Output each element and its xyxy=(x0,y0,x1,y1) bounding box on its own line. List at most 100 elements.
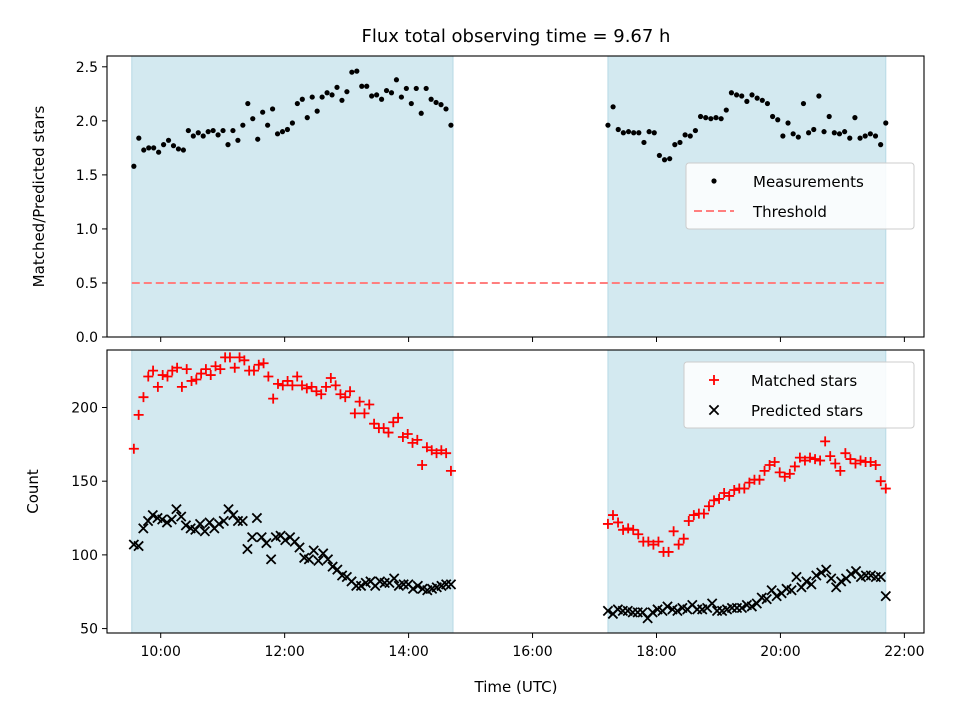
measurement-point xyxy=(334,84,340,90)
matched-star-point xyxy=(633,529,644,540)
measurement-point xyxy=(136,135,142,141)
matched-star-point xyxy=(133,409,144,420)
legend: Measurements Threshold xyxy=(685,162,915,230)
measurement-point xyxy=(245,100,251,107)
matched-star-point xyxy=(239,355,250,366)
matched-star-point xyxy=(292,371,303,382)
predicted-star-point xyxy=(746,601,758,612)
measurement-point xyxy=(443,106,449,112)
measurement-point xyxy=(733,92,740,98)
predicted-star-point xyxy=(672,605,683,617)
matched-star-point xyxy=(388,417,399,428)
measurement-point xyxy=(687,133,693,139)
matched-star-point xyxy=(330,380,341,391)
matched-star-point xyxy=(172,362,183,373)
measurement-point xyxy=(339,97,345,103)
y-tick-label: 2.0 xyxy=(76,114,98,130)
measurement-point xyxy=(631,130,637,136)
y-tick-label: 100 xyxy=(71,548,98,564)
matched-star-point xyxy=(138,392,149,403)
matched-star-point xyxy=(229,362,240,373)
matched-star-point xyxy=(272,378,283,389)
measurement-point xyxy=(388,90,395,96)
matched-star-point xyxy=(445,465,456,476)
matched-star-point xyxy=(205,370,216,381)
legend-box xyxy=(683,361,915,429)
predicted-star-point xyxy=(821,564,832,575)
measurement-point xyxy=(677,139,683,146)
measurement-point xyxy=(759,97,765,103)
measurement-point xyxy=(349,69,355,75)
matched-star-point xyxy=(709,495,720,506)
matched-star-point xyxy=(369,418,380,429)
measurement-point xyxy=(800,100,807,107)
measurement-point xyxy=(141,147,147,153)
matched-star-point xyxy=(393,412,404,423)
measurement-point xyxy=(364,83,370,89)
measurement-point xyxy=(269,106,276,112)
measurement-point xyxy=(713,115,719,121)
measurement-point xyxy=(872,133,879,139)
predicted-star-point xyxy=(801,576,812,587)
predicted-star-point xyxy=(194,518,206,530)
predicted-star-point xyxy=(242,543,253,555)
chart-title: Flux total observing time = 9.67 h xyxy=(362,26,671,47)
measurement-point xyxy=(344,89,350,95)
measurement-point xyxy=(423,85,429,92)
measurement-point xyxy=(811,126,817,133)
predicted-star-point xyxy=(791,571,802,583)
matched-star-point xyxy=(688,510,699,521)
matched-star-point xyxy=(815,455,826,466)
measurement-point xyxy=(821,129,827,135)
measurement-point xyxy=(324,90,330,96)
matched-star-point xyxy=(794,452,805,463)
measurement-point xyxy=(852,115,858,121)
measurement-point xyxy=(230,127,236,134)
matched-star-point xyxy=(301,383,312,394)
axes-frame xyxy=(106,55,925,338)
measurement-point xyxy=(816,93,822,99)
predicted-star-point xyxy=(313,555,324,567)
measurement-point xyxy=(279,129,286,135)
measurement-point xyxy=(769,113,776,120)
matched-star-point xyxy=(402,429,413,440)
matched-star-point xyxy=(607,510,618,521)
matched-star-point xyxy=(678,533,689,544)
predicted-star-point xyxy=(133,540,144,552)
matched-star-point xyxy=(321,381,332,392)
y-tick-label: 1.5 xyxy=(76,168,98,184)
predicted-star-point xyxy=(166,514,177,525)
predicted-star-point xyxy=(218,515,230,527)
predicted-star-point xyxy=(294,542,305,553)
matched-star-point xyxy=(618,524,629,535)
predicted-star-point xyxy=(811,570,822,581)
matched-star-point xyxy=(306,381,317,392)
measurement-point xyxy=(661,157,668,163)
predicted-star-point xyxy=(138,523,149,534)
measurement-point xyxy=(697,113,704,120)
measurement-point xyxy=(378,96,385,102)
measurement-point xyxy=(682,132,688,138)
measurement-point xyxy=(146,145,152,151)
matched-star-point xyxy=(345,386,356,397)
y-tick-label: 0.0 xyxy=(76,330,98,346)
predicted-star-point xyxy=(327,561,338,572)
measurement-point xyxy=(438,102,444,108)
measurement-point xyxy=(314,108,320,114)
measurement-point xyxy=(806,130,812,136)
measurement-point xyxy=(260,109,266,115)
predicted-star-point xyxy=(407,583,419,595)
measurement-point xyxy=(170,143,177,149)
y-axis-label: Count xyxy=(24,469,42,514)
matched-star-point xyxy=(668,526,679,537)
measurement-point xyxy=(403,85,409,92)
measurement-point xyxy=(289,120,296,126)
measurement-point xyxy=(692,127,699,134)
matched-star-point xyxy=(855,455,866,466)
matched-star-point xyxy=(287,380,298,391)
legend: Matched stars Predicted stars xyxy=(683,361,915,429)
measurement-point xyxy=(156,149,162,155)
matched-star-point xyxy=(850,458,861,469)
measurement-point xyxy=(274,131,281,137)
